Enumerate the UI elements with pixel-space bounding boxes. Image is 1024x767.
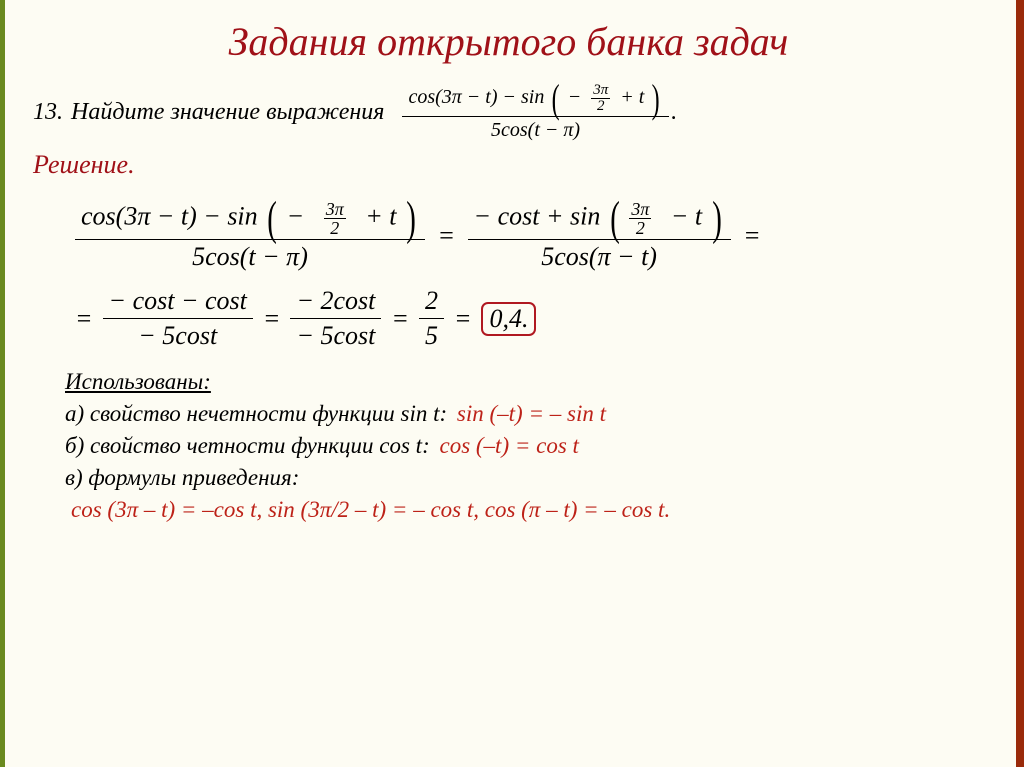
used-c-formulas: cos (3π – t) = –cos t, sin (3π/2 – t) = …: [71, 497, 1002, 523]
step2-f3: 2 5: [419, 286, 444, 351]
used-b-left: б) свойство четности функции cos t:: [65, 433, 430, 458]
used-b: б) свойство четности функции cos t: cos …: [65, 433, 1002, 459]
step2-f3-num: 2: [419, 286, 444, 319]
problem-number: 13.: [33, 99, 63, 126]
used-a: а) свойство нечетности функции sin t: si…: [65, 401, 1002, 427]
used-a-left: а) свойство нечетности функции sin t:: [65, 401, 447, 426]
step2-f1-num: − cost − cost: [103, 286, 253, 319]
step1-rhs-ft: 3π: [629, 200, 651, 219]
step2-f1: − cost − cost − 5cost: [103, 286, 253, 351]
used-block: Использованы: а) свойство нечетности фун…: [65, 369, 1002, 523]
used-title: Использованы:: [65, 369, 1002, 395]
step1-rhs-num-a: − cost + sin: [474, 201, 601, 230]
step1-lhs-ft: 3π: [324, 200, 346, 219]
answer-box: 0,4.: [481, 302, 536, 336]
step1-lhs-num-a: cos(3π − t) − sin: [81, 201, 258, 230]
used-c: в) формулы приведения:: [65, 465, 1002, 491]
step1-rhs: − cost + sin ( 3π 2 − t ) 5cos(π − t): [468, 200, 731, 272]
step2-f3-den: 5: [419, 319, 444, 351]
step1-lhs-sign: −: [287, 201, 305, 230]
step1-lhs: cos(3π − t) − sin ( − 3π 2 + t ) 5cos(t …: [75, 200, 425, 272]
step2-f2-den: − 5cost: [290, 319, 381, 351]
expr-num-a: cos(3π − t) − sin: [408, 86, 544, 108]
problem-text: Найдите значение выражения: [71, 99, 384, 126]
slide-container: Задания открытого банка задач 13. Найдит…: [0, 0, 1024, 767]
step1-lhs-tail: + t: [365, 201, 396, 230]
step1-rhs-fb: 2: [629, 219, 651, 237]
step1-rhs-tail: − t: [671, 201, 702, 230]
problem-period: .: [671, 99, 677, 126]
step1-rhs-den: 5cos(π − t): [468, 240, 731, 272]
step2-f2-num: − 2cost: [290, 286, 381, 319]
problem-row: 13. Найдите значение выражения cos(3π − …: [33, 83, 1002, 142]
problem-expression: cos(3π − t) − sin ( − 3π 2 + t ) 5cos(t …: [402, 83, 668, 142]
solution-label: Решение.: [33, 150, 1002, 180]
step1-lhs-den: 5cos(t − π): [75, 240, 425, 272]
used-b-right: cos (–t) = cos t: [439, 433, 578, 458]
expr-den: 5cos(t − π): [402, 117, 668, 142]
used-a-right: sin (–t) = – sin t: [457, 401, 606, 426]
step2-f1-den: − 5cost: [103, 319, 253, 351]
step1-lhs-fb: 2: [324, 219, 346, 237]
equation-step2: = − cost − cost − 5cost = − 2cost − 5cos…: [75, 286, 1002, 351]
slide-title: Задания открытого банка задач: [15, 18, 1002, 65]
step2-f2: − 2cost − 5cost: [290, 286, 381, 351]
equation-step1: cos(3π − t) − sin ( − 3π 2 + t ) 5cos(t …: [75, 200, 1002, 272]
